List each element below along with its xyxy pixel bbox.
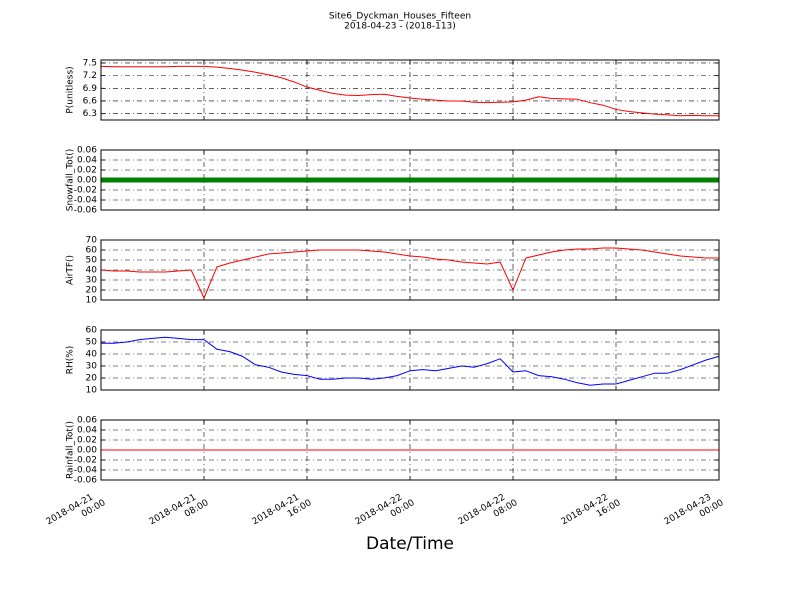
y-tick-label: 30 [86,362,98,372]
y-tick-label: 50 [86,338,98,348]
y-tick-label: 0.04 [77,156,97,166]
y-tick-label: 6.9 [83,84,98,94]
data-line [100,247,719,299]
data-line [101,336,720,386]
y-tick-label: 20 [86,374,98,384]
y-tick-label: 60 [86,326,98,336]
chart-title: Site6_Dyckman_Houses_Fifteen [329,12,471,22]
plot-frame [100,149,720,211]
y-tick-label: 0.04 [77,426,97,436]
y-tick-label: 50 [86,256,98,266]
y-tick-label: 60 [86,246,98,256]
y-tick-label: -0.06 [74,206,98,216]
plot-frame [100,329,720,391]
data-line [100,65,719,117]
y-tick-label: 10 [86,386,98,396]
y-tick-label: 20 [86,286,98,296]
y-tick-label: -0.04 [74,196,98,206]
y-axis-label: Rainfall_Tot() [66,421,76,479]
y-tick-label: 30 [86,276,98,286]
y-tick-label: 7.2 [83,71,97,81]
y-tick-label: -0.04 [74,466,98,476]
plot-frame [100,59,720,121]
y-axis-label: RH(%) [66,346,76,375]
y-tick-label: -0.02 [74,186,97,196]
x-axis-label: Date/Time [366,534,454,554]
y-tick-label: 6.6 [83,96,98,106]
chart-subtitle: 2018-04-23 - (2018-113) [344,22,456,32]
y-tick-label: 6.3 [83,109,97,119]
y-tick-label: -0.02 [74,456,97,466]
y-tick-label: 0.06 [77,416,97,426]
y-tick-label: 0.00 [77,176,97,186]
plot-frame [100,419,720,481]
y-tick-label: 40 [86,350,98,360]
y-axis-label: P(unitless) [66,66,76,113]
y-tick-label: 0.02 [77,436,97,446]
y-axis-label: AirTF() [66,255,76,285]
y-axis-label: Snowfall_Tot() [66,149,76,212]
plot-frame [100,239,720,301]
y-tick-label: 0.06 [77,146,97,156]
y-tick-label: 70 [86,236,98,246]
y-tick-label: -0.06 [74,476,98,486]
y-tick-label: 0.02 [77,166,97,176]
y-tick-label: 0.00 [77,446,97,456]
y-tick-label: 10 [86,296,98,306]
y-tick-label: 40 [86,266,98,276]
y-tick-label: 7.5 [83,58,97,68]
